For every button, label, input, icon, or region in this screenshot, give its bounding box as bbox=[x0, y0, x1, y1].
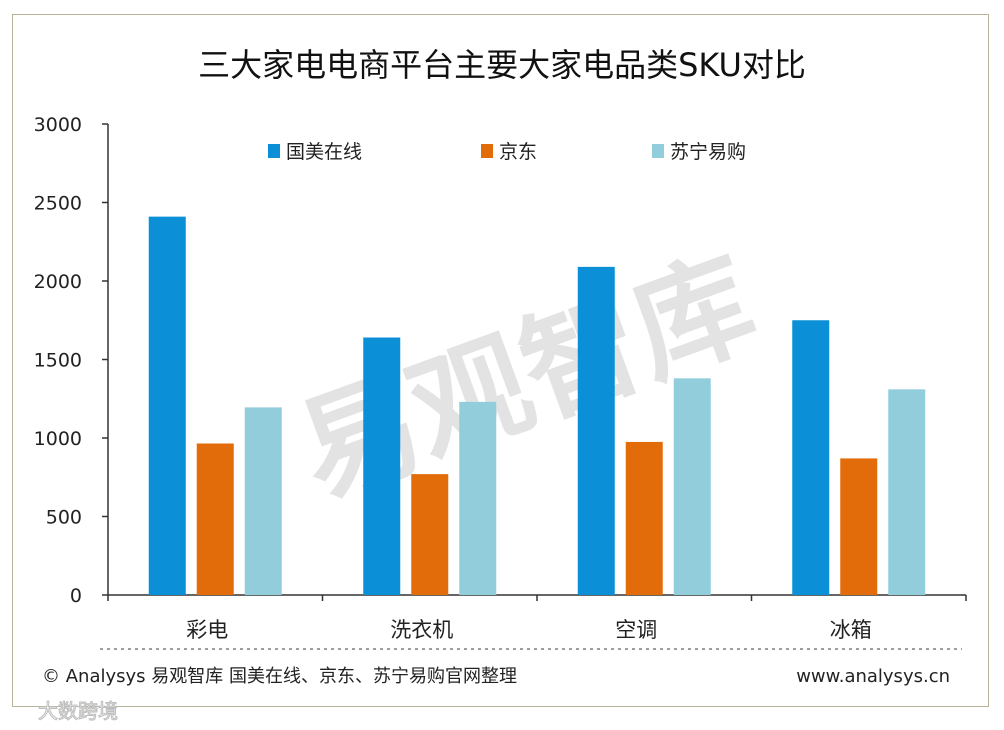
y-tick-label: 0 bbox=[70, 585, 82, 607]
bar bbox=[411, 474, 449, 595]
bar bbox=[459, 401, 497, 595]
bar bbox=[148, 216, 186, 595]
y-tick-label: 2000 bbox=[34, 271, 82, 293]
legend: 国美在线 京东 苏宁易购 bbox=[268, 141, 746, 163]
bar bbox=[363, 337, 401, 595]
bar bbox=[625, 441, 663, 595]
x-tick-label: 洗衣机 bbox=[390, 618, 453, 642]
bar bbox=[840, 458, 878, 595]
legend-label: 国美在线 bbox=[286, 141, 362, 163]
corner-watermark: 大数跨境 bbox=[38, 699, 118, 723]
y-tick-label: 1000 bbox=[34, 428, 82, 450]
legend-swatch bbox=[481, 144, 493, 158]
chart-title: 三大家电电商平台主要大家电品类SKU对比 bbox=[198, 46, 806, 84]
x-tick-label: 彩电 bbox=[186, 618, 228, 642]
legend-label: 苏宁易购 bbox=[670, 141, 746, 163]
y-tick-label: 1500 bbox=[34, 350, 82, 372]
website-link[interactable]: www.analysys.cn bbox=[796, 666, 950, 687]
y-tick-label: 3000 bbox=[34, 114, 82, 136]
bar bbox=[244, 407, 282, 595]
x-tick-label: 冰箱 bbox=[830, 618, 872, 642]
bar bbox=[792, 320, 830, 595]
source-note: © Analysys 易观智库 国美在线、京东、苏宁易购官网整理 bbox=[42, 666, 517, 687]
bar bbox=[888, 389, 926, 595]
bar bbox=[673, 378, 711, 595]
bar bbox=[196, 443, 234, 595]
legend-swatch bbox=[652, 144, 664, 158]
bar bbox=[577, 266, 615, 595]
y-tick-label: 500 bbox=[46, 507, 82, 529]
y-tick-label: 2500 bbox=[34, 193, 82, 215]
legend-swatch bbox=[268, 144, 280, 158]
legend-label: 京东 bbox=[499, 141, 537, 163]
category-labels: 彩电 洗衣机 空调 冰箱 bbox=[186, 618, 872, 642]
bars bbox=[148, 216, 926, 595]
x-tick-label: 空调 bbox=[615, 618, 657, 642]
